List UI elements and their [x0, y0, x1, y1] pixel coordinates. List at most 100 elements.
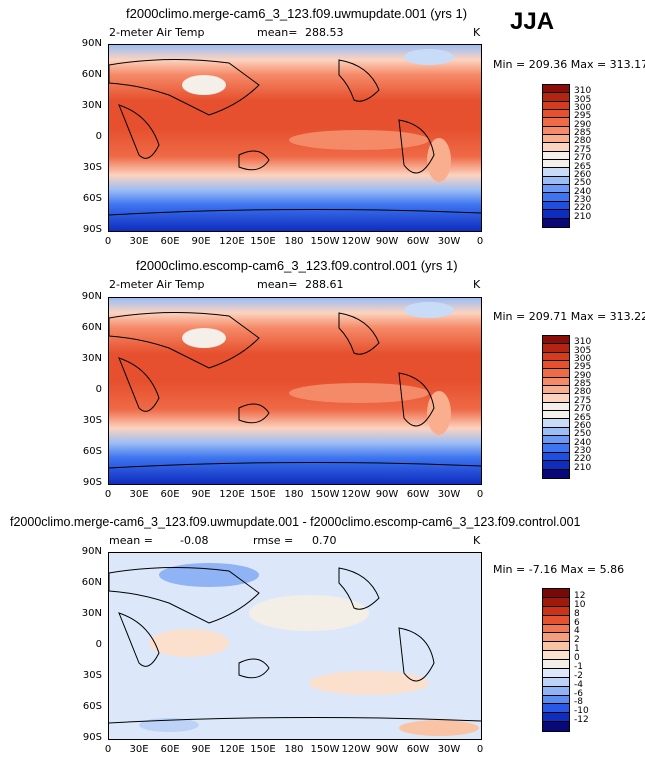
- colorbar-cell: [543, 651, 569, 660]
- panel3-colorbar-cells: [543, 589, 569, 731]
- colorbar-label: -1: [574, 661, 583, 672]
- colorbar-label: 310: [574, 86, 592, 97]
- colorbar-label: 265: [574, 161, 592, 172]
- colorbar-label: 305: [574, 94, 592, 105]
- colorbar-label: 285: [574, 379, 592, 390]
- panel1-colorbar-cells: [543, 85, 569, 227]
- panel2-mean-value: 288.61: [305, 278, 344, 291]
- colorbar-cell: [543, 461, 569, 470]
- panel1-mean-value: 288.53: [305, 26, 344, 39]
- colorbar-cell: [543, 126, 569, 136]
- lon-tick-label: 60W: [406, 236, 430, 247]
- panel1-minmax: Min = 209.36 Max = 313.17: [493, 58, 645, 71]
- lat-tick-label: 90N: [81, 38, 102, 49]
- colorbar-cell: [543, 176, 569, 186]
- colorbar-cell: [543, 686, 569, 696]
- colorbar-label: 280: [574, 136, 592, 147]
- lat-tick-label: 90S: [82, 732, 102, 743]
- colorbar-label: 300: [574, 354, 592, 365]
- colorbar-cell: [543, 615, 569, 625]
- colorbar-label: 275: [574, 395, 592, 406]
- colorbar-cell: [543, 444, 569, 453]
- panel3-minmax: Min = -7.16 Max = 5.86: [493, 563, 625, 576]
- lon-tick-label: 150E: [250, 236, 276, 247]
- colorbar-cell: [543, 704, 569, 714]
- panel3-mean-label: mean =: [109, 534, 153, 547]
- lat-tick-label: 30S: [82, 415, 102, 426]
- lon-tick-label: 120E: [219, 236, 245, 247]
- colorbar-cell: [543, 336, 569, 345]
- colorbar-label: 220: [574, 454, 592, 465]
- colorbar-label: 8: [574, 608, 580, 619]
- lon-tick-label: 180: [284, 489, 304, 500]
- panel1-units: K: [473, 26, 481, 39]
- panel1-title: f2000climo.merge-cam6_3_123.f09.uwmupdat…: [126, 6, 468, 21]
- lat-tick-label: 60N: [81, 577, 102, 588]
- colorbar-cell: [543, 193, 569, 202]
- lat-tick-label: 60N: [81, 322, 102, 333]
- colorbar-cell: [543, 589, 569, 598]
- colorbar-label: 290: [574, 119, 592, 130]
- colorbar-cell: [543, 101, 569, 111]
- lon-tick-label: 90W: [375, 489, 399, 500]
- colorbar-label: 305: [574, 345, 592, 356]
- colorbar-cell: [543, 361, 569, 370]
- lon-tick-label: 150E: [250, 744, 276, 755]
- lon-tick-label: 90W: [375, 744, 399, 755]
- panel2-mean-label: mean=: [257, 278, 298, 291]
- panel2-minmax: Min = 209.71 Max = 313.22: [493, 310, 645, 323]
- panel2-map-field: [109, 298, 481, 484]
- panel3-units: K: [473, 534, 481, 547]
- colorbar-label: 260: [574, 420, 592, 431]
- lon-tick-label: 150W: [310, 744, 340, 755]
- panel1-variable: 2-meter Air Temp: [109, 26, 205, 39]
- colorbar-label: 210: [574, 211, 592, 222]
- panel1-map-field: [109, 45, 481, 231]
- colorbar-cell: [543, 386, 569, 395]
- lon-tick-label: 150W: [310, 236, 340, 247]
- panel1-mean-label: mean=: [257, 26, 298, 39]
- colorbar-cell: [543, 143, 569, 152]
- colorbar-label: 0: [574, 653, 580, 663]
- lon-tick-label: 120E: [219, 744, 245, 755]
- colorbar-label: 220: [574, 203, 592, 214]
- colorbar-label: 310: [574, 337, 592, 348]
- colorbar-label: 270: [574, 404, 592, 415]
- panel1-map: [108, 44, 482, 232]
- colorbar-cell: [543, 624, 569, 634]
- colorbar-cell: [543, 135, 569, 144]
- colorbar-cell: [543, 394, 569, 403]
- panel2-colorbar-cells: [543, 336, 569, 478]
- lon-tick-label: 30W: [437, 489, 461, 500]
- lon-tick-label: 60W: [406, 489, 430, 500]
- colorbar-label: 270: [574, 153, 592, 164]
- lat-tick-label: 30S: [82, 162, 102, 173]
- colorbar-cell: [543, 93, 569, 102]
- panel3-title: f2000climo.merge-cam6_3_123.f09.uwmupdat…: [10, 515, 581, 529]
- lon-tick-label: 120W: [341, 236, 371, 247]
- panel3-map-field: [109, 553, 481, 739]
- colorbar-label: 300: [574, 103, 592, 114]
- colorbar-label: 12: [574, 590, 586, 601]
- colorbar-cell: [543, 201, 569, 211]
- lon-tick-label: 60E: [160, 236, 180, 247]
- lat-tick-label: 30N: [81, 608, 102, 619]
- lon-tick-label: 30E: [129, 744, 149, 755]
- lon-tick-label: 60E: [160, 744, 180, 755]
- colorbar-cell: [543, 151, 569, 161]
- lat-tick-label: 60S: [82, 701, 102, 712]
- colorbar-label: 230: [574, 194, 592, 205]
- lon-tick-label: 60E: [160, 489, 180, 500]
- colorbar-label: -12: [574, 715, 589, 726]
- lat-tick-label: 60S: [82, 193, 102, 204]
- colorbar-label: 2: [574, 635, 580, 646]
- lat-tick-label: 60S: [82, 446, 102, 457]
- panel2-variable: 2-meter Air Temp: [109, 278, 205, 291]
- colorbar-label: -2: [574, 670, 583, 681]
- lat-tick-label: 30S: [82, 670, 102, 681]
- lon-tick-label: 90E: [191, 489, 211, 500]
- panel2-map: [108, 297, 482, 485]
- lon-tick-label: 0: [476, 489, 484, 500]
- colorbar-label: 275: [574, 144, 592, 155]
- colorbar-cell: [543, 597, 569, 607]
